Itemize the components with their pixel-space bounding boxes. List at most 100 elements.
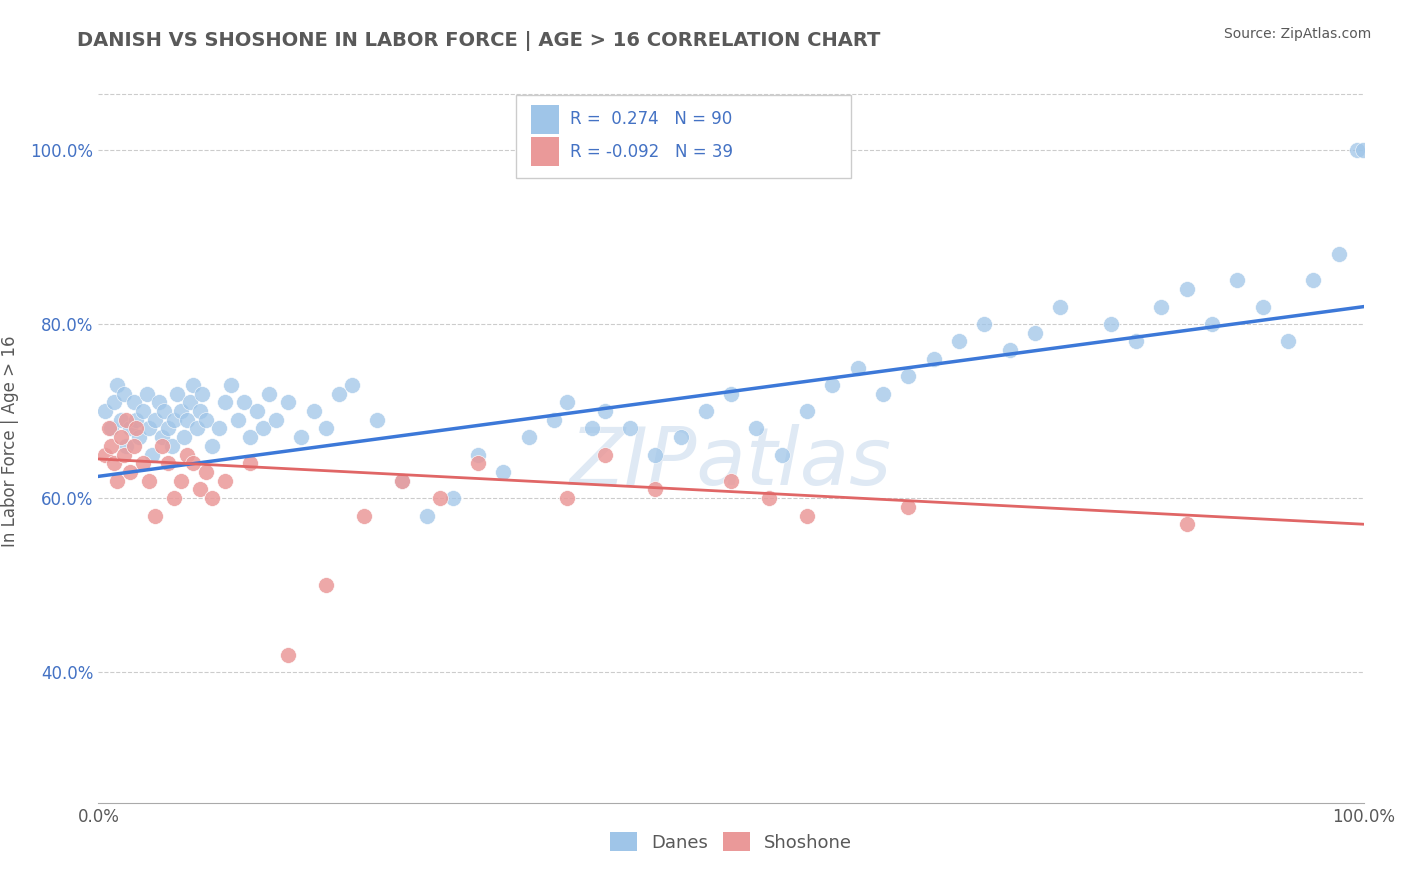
FancyBboxPatch shape (531, 105, 560, 134)
Point (141, 448, 163, 462)
Point (1327, 247, 1350, 261)
Point (150, 439, 173, 453)
Point (872, 386, 894, 401)
Point (169, 474, 191, 488)
Point (145, 508, 166, 523)
Point (194, 465, 218, 479)
Point (517, 430, 540, 444)
Point (644, 448, 666, 462)
Point (302, 404, 325, 418)
Point (821, 378, 844, 392)
Point (226, 413, 249, 427)
Point (188, 404, 211, 418)
Point (720, 386, 742, 401)
Point (194, 413, 218, 427)
Point (120, 465, 141, 479)
Point (416, 508, 439, 523)
Point (138, 421, 160, 435)
Point (128, 430, 150, 444)
Point (148, 395, 170, 409)
Point (166, 386, 188, 401)
Point (179, 395, 201, 409)
Point (163, 491, 186, 505)
FancyBboxPatch shape (531, 137, 560, 166)
FancyBboxPatch shape (516, 95, 851, 178)
Point (1351, 143, 1374, 157)
Point (125, 421, 148, 435)
Point (160, 439, 183, 453)
Legend: Danes, Shoshone: Danes, Shoshone (603, 825, 859, 859)
Point (290, 430, 312, 444)
Point (219, 378, 243, 392)
Point (467, 448, 489, 462)
Point (770, 448, 793, 462)
Point (669, 430, 692, 444)
Point (1175, 517, 1198, 532)
Point (239, 456, 262, 470)
Point (1175, 282, 1198, 296)
Point (110, 430, 132, 444)
Point (758, 491, 780, 505)
Point (183, 456, 205, 470)
Point (555, 395, 578, 409)
Point (441, 491, 464, 505)
Point (100, 439, 122, 453)
Point (132, 456, 155, 470)
Point (315, 578, 337, 592)
Point (163, 413, 186, 427)
Point (176, 413, 198, 427)
Point (897, 369, 920, 384)
Point (122, 439, 145, 453)
Point (695, 404, 717, 418)
Point (429, 491, 451, 505)
Point (97, 421, 120, 435)
Point (948, 334, 970, 349)
Point (233, 395, 256, 409)
Point (252, 421, 274, 435)
Point (120, 421, 141, 435)
Point (1277, 334, 1299, 349)
Point (796, 508, 818, 523)
Point (112, 448, 135, 462)
Point (214, 474, 236, 488)
Text: Source: ZipAtlas.com: Source: ZipAtlas.com (1223, 27, 1371, 41)
Point (846, 360, 869, 375)
Point (1049, 300, 1071, 314)
Point (366, 413, 388, 427)
Point (745, 421, 768, 435)
Point (492, 465, 515, 479)
Point (176, 448, 198, 462)
Point (214, 395, 236, 409)
Point (239, 430, 262, 444)
Point (188, 483, 211, 497)
Point (973, 317, 995, 331)
Text: DANISH VS SHOSHONE IN LABOR FORCE | AGE > 16 CORRELATION CHART: DANISH VS SHOSHONE IN LABOR FORCE | AGE … (77, 31, 880, 51)
Point (246, 404, 269, 418)
Point (340, 378, 363, 392)
Point (1201, 317, 1223, 331)
Point (145, 413, 166, 427)
Point (619, 421, 641, 435)
Point (201, 439, 224, 453)
Point (93, 448, 117, 462)
Point (100, 421, 122, 435)
Point (277, 648, 299, 662)
Point (183, 378, 205, 392)
Point (125, 413, 148, 427)
Point (796, 404, 818, 418)
Point (353, 508, 375, 523)
Point (922, 351, 945, 366)
Point (328, 386, 350, 401)
Point (998, 343, 1021, 358)
Point (132, 404, 155, 418)
Point (115, 413, 138, 427)
Point (110, 413, 132, 427)
Point (555, 491, 578, 505)
Point (315, 421, 337, 435)
Point (93, 404, 117, 418)
Point (150, 430, 173, 444)
Point (186, 421, 208, 435)
Text: R =  0.274   N = 90: R = 0.274 N = 90 (571, 111, 733, 128)
Point (122, 395, 145, 409)
Point (1150, 300, 1173, 314)
